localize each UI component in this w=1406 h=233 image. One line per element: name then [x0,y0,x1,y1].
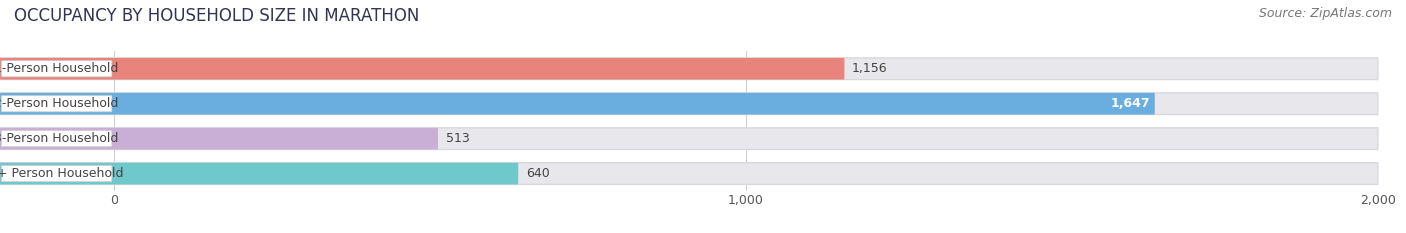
Text: 640: 640 [526,167,550,180]
Text: Source: ZipAtlas.com: Source: ZipAtlas.com [1258,7,1392,20]
FancyBboxPatch shape [0,163,519,185]
Text: 1-Person Household: 1-Person Household [0,62,118,75]
FancyBboxPatch shape [0,128,439,150]
Text: 513: 513 [446,132,470,145]
FancyBboxPatch shape [0,128,1378,150]
FancyBboxPatch shape [0,163,1378,185]
FancyBboxPatch shape [0,93,1378,115]
FancyBboxPatch shape [1,130,112,147]
FancyBboxPatch shape [1,61,112,77]
Text: OCCUPANCY BY HOUSEHOLD SIZE IN MARATHON: OCCUPANCY BY HOUSEHOLD SIZE IN MARATHON [14,7,419,25]
FancyBboxPatch shape [0,93,1154,115]
FancyBboxPatch shape [1,165,112,182]
FancyBboxPatch shape [0,58,1378,80]
FancyBboxPatch shape [0,58,845,80]
Text: 4+ Person Household: 4+ Person Household [0,167,124,180]
Text: 2-Person Household: 2-Person Household [0,97,118,110]
FancyBboxPatch shape [1,96,112,112]
Text: 1,156: 1,156 [852,62,887,75]
Text: 3-Person Household: 3-Person Household [0,132,118,145]
Text: 1,647: 1,647 [1111,97,1150,110]
